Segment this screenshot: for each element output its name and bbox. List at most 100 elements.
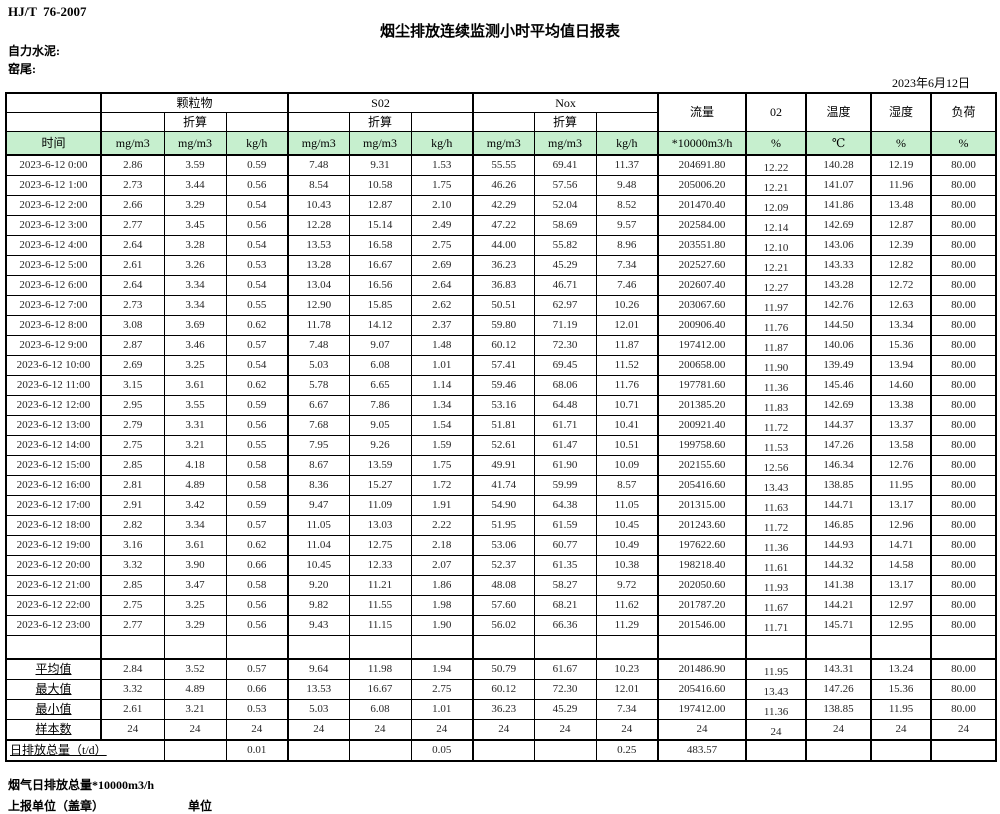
summary-value-cell: 138.85: [805, 699, 872, 720]
value-cell: 3.16: [100, 535, 165, 556]
value-cell: 59.80: [472, 315, 535, 336]
value-cell: 3.47: [163, 575, 227, 596]
value-cell: 80.00: [930, 435, 997, 456]
value-cell: 12.63: [870, 295, 932, 316]
o2-value: 11.90: [763, 361, 789, 374]
o2-value: 11.67: [763, 601, 789, 614]
o2-value: 11.95: [763, 665, 789, 678]
value-cell: 2.22: [410, 515, 474, 536]
value-cell: 12.90: [287, 295, 350, 316]
daily-total-value-cell: [472, 739, 535, 762]
daily-total-value-cell: 0.01: [225, 739, 289, 762]
time-cell: 2023-6-12 15:00: [5, 455, 102, 476]
summary-value-cell: 11.95: [745, 658, 807, 680]
value-cell: 11.78: [287, 315, 350, 336]
summary-value-cell: 50.79: [472, 658, 535, 680]
value-cell: 2.07: [410, 555, 474, 576]
group-temperature: 温度: [805, 92, 872, 132]
value-cell: 1.91: [410, 495, 474, 516]
summary-value-cell: 72.30: [533, 679, 597, 700]
summary-value-cell: 24: [595, 719, 659, 741]
value-cell: 202527.60: [657, 255, 747, 276]
unit-cell: mg/m3: [163, 131, 227, 156]
summary-value-cell: 24: [930, 719, 997, 741]
value-cell: 80.00: [930, 355, 997, 376]
empty-cell: [100, 635, 165, 660]
value-cell: 199758.60: [657, 435, 747, 456]
value-cell: 0.59: [225, 395, 289, 416]
value-cell: 2.64: [410, 275, 474, 296]
value-cell: 2.75: [410, 235, 474, 256]
summary-value-cell: 13.24: [870, 658, 932, 680]
value-cell: 202607.40: [657, 275, 747, 296]
value-cell: 201787.20: [657, 595, 747, 616]
value-cell: 3.32: [100, 555, 165, 576]
empty-cell: [100, 112, 165, 132]
value-cell: 13.43: [745, 475, 807, 496]
value-cell: 4.18: [163, 455, 227, 476]
daily-total-value-cell: 483.57: [657, 739, 747, 762]
value-cell: 69.45: [533, 355, 597, 376]
empty-cell: [225, 112, 289, 132]
daily-total-value-cell: [348, 739, 412, 762]
value-cell: 14.12: [348, 315, 412, 336]
value-cell: 12.96: [870, 515, 932, 536]
hourly-data-row: 2023-6-12 4:00 2.64 3.28 0.54 13.53 16.58 2.75…: [5, 235, 997, 256]
summary-value-cell: 15.36: [870, 679, 932, 700]
value-cell: 11.53: [745, 435, 807, 456]
group-so2: S02: [286, 92, 474, 113]
value-cell: 2.61: [100, 255, 165, 276]
value-cell: 11.76: [595, 375, 659, 396]
summary-value-cell: 6.08: [348, 699, 412, 720]
value-cell: 3.28: [163, 235, 227, 256]
value-cell: 0.62: [225, 535, 289, 556]
header-units-row: 时间 mg/m3 mg/m3 kg/h mg/m3 mg/m3 kg/h mg/…: [5, 131, 997, 156]
value-cell: 11.95: [870, 475, 932, 496]
value-cell: 53.16: [472, 395, 535, 416]
time-header: 时间: [5, 131, 102, 156]
value-cell: 58.69: [533, 215, 597, 236]
time-cell: 2023-6-12 11:00: [5, 375, 102, 396]
value-cell: 9.72: [595, 575, 659, 596]
empty-cell: [225, 635, 289, 660]
summary-value-cell: 13.53: [287, 679, 350, 700]
value-cell: 1.75: [410, 455, 474, 476]
value-cell: 80.00: [930, 235, 997, 256]
value-cell: 0.58: [225, 575, 289, 596]
hourly-data-row: 2023-6-12 19:00 3.16 3.61 0.62 11.04 12.75 2.1…: [5, 535, 997, 556]
value-cell: 60.12: [472, 335, 535, 356]
value-cell: 0.54: [225, 235, 289, 256]
value-cell: 2.82: [100, 515, 165, 536]
value-cell: 8.57: [595, 475, 659, 496]
value-cell: 66.36: [533, 615, 597, 636]
value-cell: 12.33: [348, 555, 412, 576]
summary-label: 最小值: [5, 699, 102, 720]
value-cell: 6.08: [348, 355, 412, 376]
unit-cell: %: [870, 131, 932, 156]
value-cell: 0.59: [225, 495, 289, 516]
value-cell: 80.00: [930, 315, 997, 336]
value-cell: 205006.20: [657, 175, 747, 196]
value-cell: 12.82: [870, 255, 932, 276]
site-label: 窑尾:: [8, 62, 36, 76]
summary-value-cell: 197412.00: [657, 699, 747, 720]
value-cell: 146.85: [805, 515, 872, 536]
value-cell: 80.00: [930, 555, 997, 576]
empty-cell: [348, 635, 412, 660]
empty-cell: [5, 112, 102, 132]
value-cell: 2.18: [410, 535, 474, 556]
value-cell: 46.26: [472, 175, 535, 196]
unit-cell: mg/m3: [472, 131, 535, 156]
value-cell: 10.71: [595, 395, 659, 416]
page-title: 烟尘排放连续监测小时平均值日报表: [379, 24, 620, 40]
value-cell: 80.00: [930, 255, 997, 276]
value-cell: 203551.80: [657, 235, 747, 256]
value-cell: 51.81: [472, 415, 535, 436]
value-cell: 141.86: [805, 195, 872, 216]
summary-value-cell: 147.26: [805, 679, 872, 700]
value-cell: 8.36: [287, 475, 350, 496]
empty-cell: [472, 112, 535, 132]
value-cell: 11.87: [595, 335, 659, 356]
value-cell: 11.97: [745, 295, 807, 316]
value-cell: 0.56: [225, 415, 289, 436]
